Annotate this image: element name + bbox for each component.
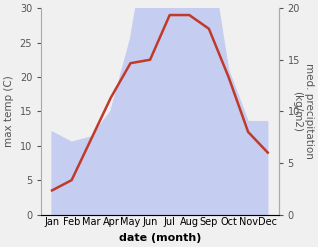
- X-axis label: date (month): date (month): [119, 233, 201, 243]
- Y-axis label: max temp (C): max temp (C): [4, 75, 14, 147]
- Y-axis label: med. precipitation
(kg/m2): med. precipitation (kg/m2): [292, 63, 314, 159]
